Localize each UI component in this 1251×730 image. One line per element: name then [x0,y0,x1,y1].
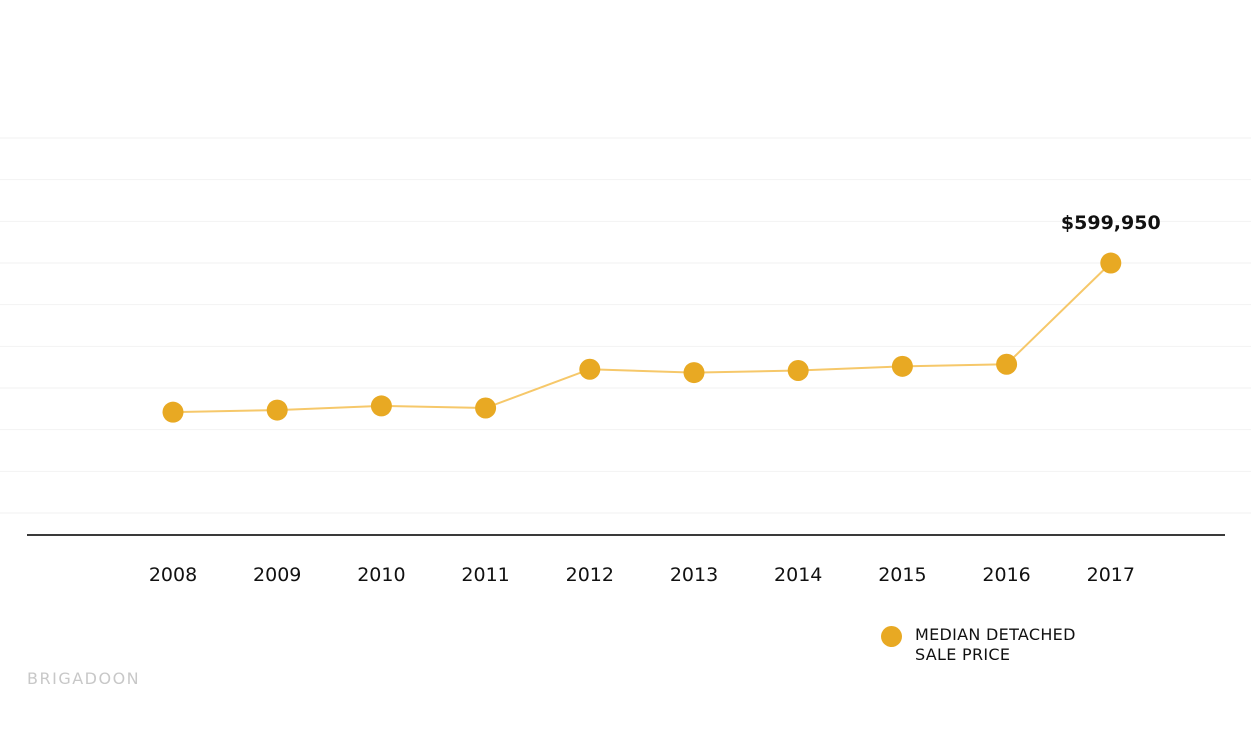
data-point-2008 [162,401,184,423]
data-point-2011 [475,397,497,419]
legend-marker-icon [881,626,902,647]
data-point-2017 [1100,252,1122,274]
x-tick-label-2016: 2016 [982,564,1030,586]
data-point-2016 [996,353,1018,375]
x-tick-label-2012: 2012 [566,564,614,586]
legend-label-line2: SALE PRICE [915,645,1011,664]
data-point-2013 [683,362,705,384]
x-tick-label-2013: 2013 [670,564,718,586]
x-tick-label-2015: 2015 [878,564,926,586]
x-tick-labels: 2008 2009 2010 2011 2012 2013 2014 2015 2016 2017 [149,564,1135,586]
data-point-2009 [266,399,288,421]
x-tick-label-2008: 2008 [149,564,197,586]
x-tick-label-2014: 2014 [774,564,822,586]
data-point-2015 [891,355,913,377]
legend-label-line1: MEDIAN DETACHED [915,625,1076,644]
x-tick-label-2011: 2011 [461,564,509,586]
x-tick-label-2017: 2017 [1087,564,1135,586]
data-callouts: $599,950 [1061,212,1161,234]
gridlines [0,137,1251,514]
value-callout-2017: $599,950 [1061,212,1161,234]
data-point-2010 [370,395,392,417]
legend-label: MEDIAN DETACHED SALE PRICE [915,625,1095,665]
data-point-2014 [787,360,809,381]
legend: MEDIAN DETACHED SALE PRICE [881,625,1095,665]
series-line [172,262,1112,414]
brand-watermark: BRIGADOON [27,669,141,688]
x-tick-label-2010: 2010 [357,564,405,586]
x-tick-label-2009: 2009 [253,564,301,586]
data-point-2012 [579,358,601,380]
data-points [162,252,1122,423]
